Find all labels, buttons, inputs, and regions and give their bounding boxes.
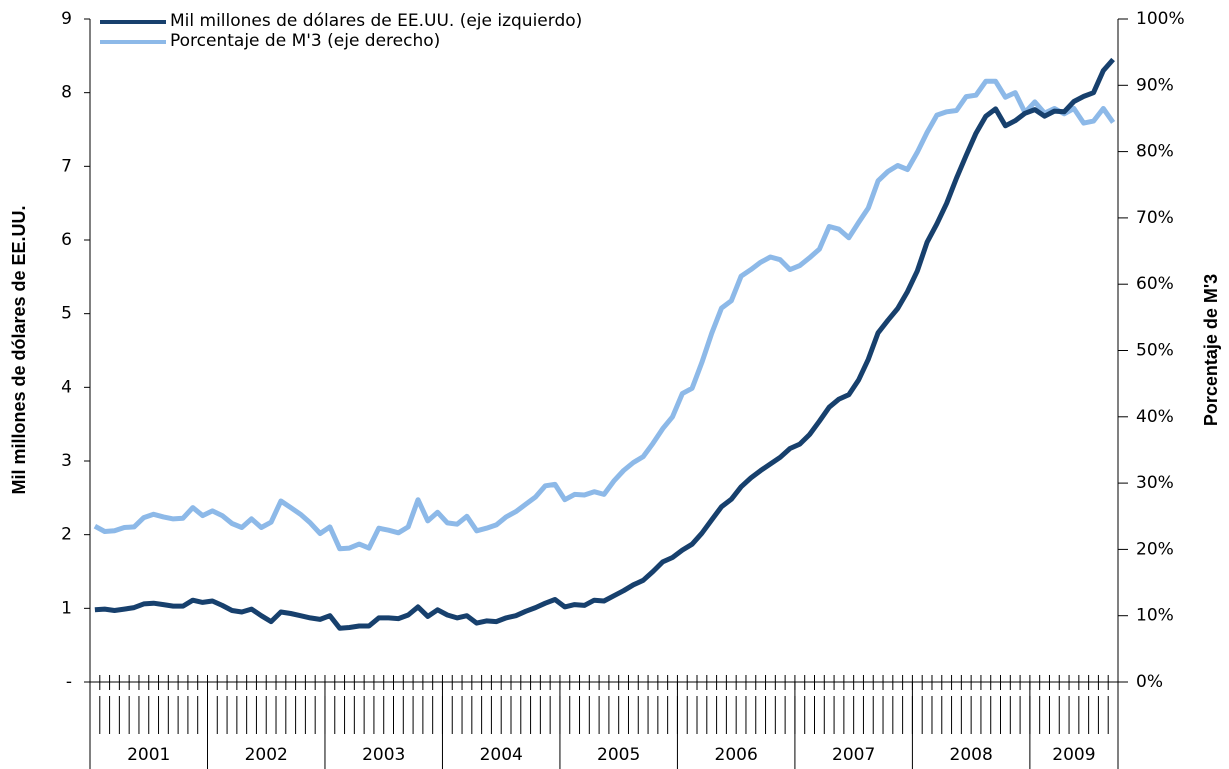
y-tick-label: 2 xyxy=(61,525,72,545)
y2-tick-label: 0% xyxy=(1136,672,1163,692)
year-label: 2005 xyxy=(597,745,640,765)
y-tick-label: - xyxy=(66,672,72,692)
legend-label: Mil millones de dólares de EE.UU. (eje i… xyxy=(170,11,583,31)
year-label: 2001 xyxy=(127,745,170,765)
legend-item: Mil millones de dólares de EE.UU. (eje i… xyxy=(100,12,590,31)
legend-label: Porcentaje de M'3 (eje derecho) xyxy=(170,31,441,51)
y-tick-label: 1 xyxy=(61,598,72,618)
y2-tick-label: 100% xyxy=(1136,9,1185,29)
year-label: 2006 xyxy=(715,745,758,765)
y2-axis-label: Porcentaje de M'3 xyxy=(1201,274,1221,426)
year-label: 2007 xyxy=(832,745,875,765)
y2-tick-label: 20% xyxy=(1136,539,1174,559)
y-tick-label: 5 xyxy=(61,304,72,324)
y2-tick-label: 80% xyxy=(1136,142,1174,162)
y2-tick-label: 90% xyxy=(1136,75,1174,95)
y2-tick-label: 60% xyxy=(1136,274,1174,294)
y-tick-label: 3 xyxy=(61,451,72,471)
y2-tick-label: 30% xyxy=(1136,473,1174,493)
y-tick-label: 9 xyxy=(61,9,72,29)
y-tick-label: 8 xyxy=(61,83,72,103)
year-label: 2008 xyxy=(950,745,993,765)
legend-item: Porcentaje de M'3 (eje derecho) xyxy=(100,32,590,51)
legend-swatch xyxy=(100,40,166,44)
y-tick-label: 4 xyxy=(61,377,72,397)
y-axis-label: Mil millones de dólares de EE.UU. xyxy=(9,205,29,494)
y2-tick-label: 70% xyxy=(1136,208,1174,228)
y2-tick-label: 10% xyxy=(1136,606,1174,626)
series-line xyxy=(93,78,1116,552)
y2-tick-label: 40% xyxy=(1136,407,1174,427)
year-label: 2004 xyxy=(480,745,523,765)
legend-swatch xyxy=(100,20,166,24)
year-label: 2009 xyxy=(1052,745,1095,765)
year-label: 2002 xyxy=(245,745,288,765)
year-label: 2003 xyxy=(362,745,405,765)
y2-tick-label: 50% xyxy=(1136,341,1174,361)
y-tick-label: 7 xyxy=(61,156,72,176)
series-line xyxy=(94,57,1115,631)
y-tick-label: 6 xyxy=(61,230,72,250)
legend: Mil millones de dólares de EE.UU. (eje i… xyxy=(100,12,620,52)
